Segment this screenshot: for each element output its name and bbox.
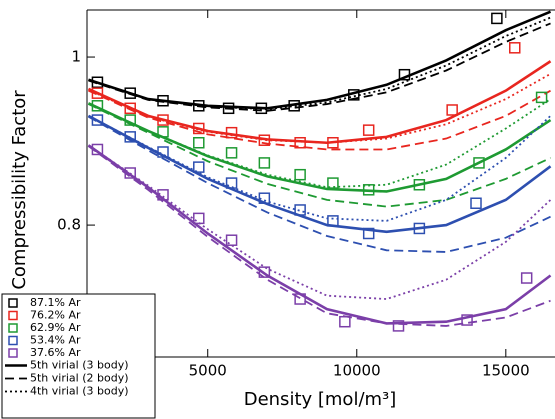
legend-marker — [8, 310, 18, 321]
model-curve — [88, 16, 551, 111]
data-marker — [124, 131, 136, 143]
data-marker — [258, 157, 271, 169]
data-marker — [294, 293, 306, 305]
data-marker — [225, 147, 238, 159]
y-tick-label: 1 — [71, 48, 81, 66]
data-marker — [193, 212, 205, 225]
model-curve — [87, 145, 551, 327]
model-curve — [87, 114, 552, 234]
legend-label: 5th virial (2 body) — [30, 372, 129, 385]
data-marker — [398, 68, 411, 81]
data-marker — [157, 94, 169, 107]
data-marker — [348, 89, 360, 101]
data-marker — [225, 126, 238, 139]
data-marker — [327, 215, 339, 227]
legend-label: 37.6% Ar — [30, 346, 81, 359]
legend-marker — [8, 335, 18, 346]
y-axis-label: Compressibility Factor — [9, 90, 30, 290]
data-marker — [413, 222, 426, 235]
data-marker — [157, 114, 169, 126]
data-marker — [339, 315, 351, 328]
x-tick-label: 5000 — [189, 362, 227, 380]
data-marker — [91, 76, 104, 89]
x-axis-label: Density [mol/m³] — [244, 389, 397, 410]
data-marker — [225, 177, 238, 189]
legend-label: 62.9% Ar — [30, 321, 81, 334]
data-marker — [362, 184, 375, 196]
data-marker — [124, 167, 136, 179]
data-marker — [327, 137, 339, 149]
data-marker — [362, 124, 375, 136]
data-marker — [535, 91, 548, 104]
data-marker — [327, 177, 339, 189]
model-curve — [88, 22, 551, 112]
data-marker — [124, 102, 136, 115]
legend-marker — [8, 298, 18, 308]
legend-label: 53.4% Ar — [30, 334, 81, 347]
data-marker — [509, 42, 521, 54]
data-marker — [91, 100, 104, 112]
model-curve — [88, 115, 551, 253]
data-marker — [225, 234, 238, 246]
data-marker — [124, 87, 136, 99]
y-tick-label: 0.8 — [57, 216, 81, 234]
model-curve — [87, 144, 552, 325]
data-marker — [520, 272, 533, 284]
data-marker — [294, 204, 306, 216]
data-marker — [91, 143, 104, 156]
data-marker — [288, 100, 300, 112]
x-tick-label: 10000 — [333, 362, 381, 380]
legend-label: 5th virial (3 body) — [30, 359, 129, 372]
data-marker — [473, 157, 485, 169]
data-marker — [193, 161, 205, 173]
data-marker — [294, 137, 306, 149]
data-marker — [446, 104, 458, 116]
legend-marker — [8, 323, 18, 333]
data-marker — [124, 114, 136, 126]
data-marker — [258, 134, 271, 146]
legend-marker — [8, 348, 18, 358]
data-marker — [91, 114, 104, 126]
data-marker — [157, 126, 169, 138]
data-marker — [193, 122, 205, 135]
data-marker — [470, 197, 482, 209]
data-marker — [222, 102, 235, 115]
data-marker — [258, 192, 271, 204]
data-marker — [491, 12, 503, 25]
data-marker — [413, 179, 426, 191]
data-marker — [255, 102, 268, 115]
plot-area — [87, 10, 552, 332]
model-curve — [88, 103, 551, 208]
data-marker — [157, 146, 169, 158]
model-curve — [88, 115, 552, 222]
data-marker — [258, 266, 271, 278]
x-tick-label: 15000 — [482, 362, 530, 380]
legend-label: 4th virial (3 body) — [30, 385, 129, 398]
data-marker — [91, 87, 104, 99]
data-marker — [392, 320, 405, 332]
data-marker — [362, 227, 375, 240]
legend-box — [1, 293, 156, 419]
legend-label: 76.2% Ar — [30, 309, 81, 322]
model-curve — [88, 10, 552, 110]
data-marker — [294, 168, 306, 181]
data-marker — [157, 189, 169, 201]
data-marker — [461, 314, 473, 326]
data-marker — [193, 137, 205, 149]
data-marker — [193, 100, 205, 112]
model-curve — [87, 102, 552, 193]
legend-label: 87.1% Ar — [30, 296, 81, 309]
